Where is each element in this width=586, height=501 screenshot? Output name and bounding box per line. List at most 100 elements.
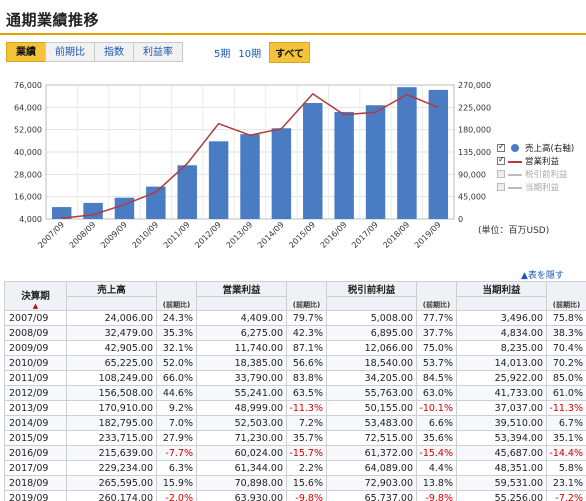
pretax-cell: 18,540.00 [326, 355, 417, 371]
net-yoy-cell: 70.2% [546, 355, 586, 371]
net-cell: 37,037.00 [456, 400, 547, 416]
period-cell: 2013/09 [4, 400, 67, 416]
table-row: 2019/09 260,174.00 -2.0% 63,930.00 -9.8% 65,7… [4, 490, 586, 501]
sales-yoy-cell: 24.3% [156, 310, 197, 326]
pretax-yoy-cell: 84.5% [416, 370, 457, 386]
table-row: 2013/09 170,910.00 9.2% 48,999.00 -11.3% 50,1… [4, 400, 586, 416]
operating-column-header[interactable]: 営業利益 [196, 281, 287, 297]
legend-checkbox-sales[interactable] [497, 142, 505, 152]
period-cell: 2012/09 [4, 385, 67, 401]
left-axis-tick-label: 4,000 [19, 215, 42, 224]
net-column-header[interactable]: 当期利益 [456, 281, 547, 297]
operating-yoy-cell: -11.3% [286, 400, 327, 416]
net-cell: 4,834.00 [456, 325, 547, 341]
legend-checkbox-net[interactable] [497, 183, 505, 191]
tab-results[interactable]: 業績 [6, 42, 45, 62]
x-axis-tick-label: 2018/09 [381, 220, 411, 250]
legend-label-pretax: 税引前利益 [525, 170, 568, 180]
operating-cell: 60,024.00 [196, 445, 287, 461]
tab-margin[interactable]: 利益率 [133, 42, 183, 62]
table-row: 2016/09 215,639.00 -7.7% 60,024.00 -15.7% 61,… [4, 445, 586, 461]
legend-label-sales: 売上高(右軸) [525, 144, 575, 154]
net-cell: 55,256.00 [456, 490, 547, 501]
legend-label-net: 当期利益 [525, 183, 560, 193]
sales-yoy-cell: 15.9% [156, 475, 197, 491]
sales-bar [334, 111, 354, 219]
pretax-yoy-cell: 75.0% [416, 340, 457, 356]
pretax-yoy-cell: 77.7% [416, 310, 457, 326]
tab-index[interactable]: 指数 [94, 42, 133, 62]
period-cell: 2010/09 [4, 355, 67, 371]
sales-yoy-cell: 6.3% [156, 460, 197, 476]
operating-cell: 63,930.00 [196, 490, 287, 501]
sales-yoy-cell: 44.6% [156, 385, 197, 401]
sales-cell: 182,795.00 [66, 415, 157, 431]
left-axis-tick-label: 16,000 [14, 193, 42, 202]
net-cell: 39,510.00 [456, 415, 547, 431]
period-column-header[interactable]: 決算期 ▲ [4, 281, 67, 311]
legend-item-sales[interactable]: 売上高(右軸) [497, 142, 586, 154]
net-yoy-cell: 6.7% [546, 415, 586, 431]
sort-up-icon: ▲ [32, 302, 39, 310]
sales-column-header[interactable]: 売上高 [66, 281, 157, 297]
period-10-link[interactable]: 10期 [238, 48, 262, 60]
legend-label-operating: 営業利益 [525, 157, 560, 167]
pretax-column-header[interactable]: 税引前利益 [326, 281, 417, 297]
period-cell: 2008/09 [4, 325, 67, 341]
x-axis-tick-label: 2019/09 [413, 220, 443, 250]
sales-bar [114, 197, 135, 219]
tab-yoy[interactable]: 前期比 [45, 42, 94, 62]
sales-bar [51, 207, 72, 219]
period-cell: 2016/09 [4, 445, 67, 461]
period-cell: 2015/09 [4, 430, 67, 446]
chart-canvas: 4,000 0 16,000 45,000 28,000 90,000 40,000 135,… [14, 81, 491, 250]
operating-cell: 71,230.00 [196, 430, 287, 446]
unit-note: (単位：百万USD) [478, 226, 550, 236]
operating-cell: 48,999.00 [196, 400, 287, 416]
period-cell: 2018/09 [4, 475, 67, 491]
legend-checkbox-pretax[interactable] [497, 170, 505, 178]
left-axis-tick-label: 40,000 [14, 148, 42, 157]
line-marker-icon [508, 183, 522, 191]
pretax-yoy-cell: -10.1% [416, 400, 457, 416]
net-cell: 25,922.00 [456, 370, 547, 386]
pretax-cell: 34,205.00 [326, 370, 417, 386]
x-axis-tick-label: 2014/09 [256, 220, 286, 250]
circle-marker-icon [508, 144, 522, 152]
legend-item-operating[interactable]: 営業利益 [497, 155, 586, 167]
sales-cell: 229,234.00 [66, 460, 157, 476]
pretax-cell: 12,066.00 [326, 340, 417, 356]
header-spacer [66, 296, 157, 311]
pretax-yoy-cell: -15.4% [416, 445, 457, 461]
sales-yoy-cell: 7.0% [156, 415, 197, 431]
sales-bar [177, 165, 197, 219]
x-axis-tick-label: 2008/09 [68, 220, 98, 250]
right-axis-tick-label: 180,000 [458, 126, 491, 135]
net-yoy-cell: 70.4% [546, 340, 586, 356]
net-yoy-cell: -14.4% [546, 445, 586, 461]
pretax-cell: 72,515.00 [326, 430, 417, 446]
pretax-yoy-cell: 13.8% [416, 475, 457, 491]
net-yoy-cell: -7.2% [546, 490, 586, 501]
legend-item-pretax[interactable]: 税引前利益 [497, 168, 586, 180]
operating-cell: 70,898.00 [196, 475, 287, 491]
hide-table-link[interactable]: ▲表を隠す [521, 271, 564, 281]
right-axis-tick-label: 225,000 [458, 103, 491, 112]
net-cell: 14,013.00 [456, 355, 547, 371]
period-5-link[interactable]: 5期 [214, 48, 231, 60]
table-row: 2012/09 156,508.00 44.6% 55,241.00 63.5% 55,7… [4, 385, 586, 401]
legend-checkbox-operating[interactable] [497, 155, 505, 165]
pretax-yoy-cell: 63.0% [416, 385, 457, 401]
pretax-cell: 61,372.00 [326, 445, 417, 461]
table-row: 2011/09 108,249.00 66.0% 33,790.00 83.8% 34,2… [4, 370, 586, 386]
sales-cell: 65,225.00 [66, 355, 157, 371]
operating-yoy-header: (前期比) [286, 281, 327, 311]
period-all-button[interactable]: すべて [269, 41, 311, 63]
operating-yoy-cell: 42.3% [286, 325, 327, 341]
legend-item-net[interactable]: 当期利益 [497, 181, 586, 193]
operating-yoy-cell: 79.7% [286, 310, 327, 326]
left-axis-tick-label: 64,000 [14, 103, 42, 112]
net-cell: 8,235.00 [456, 340, 547, 356]
x-axis-tick-label: 2007/09 [36, 220, 66, 250]
sales-yoy-cell: 27.9% [156, 430, 197, 446]
